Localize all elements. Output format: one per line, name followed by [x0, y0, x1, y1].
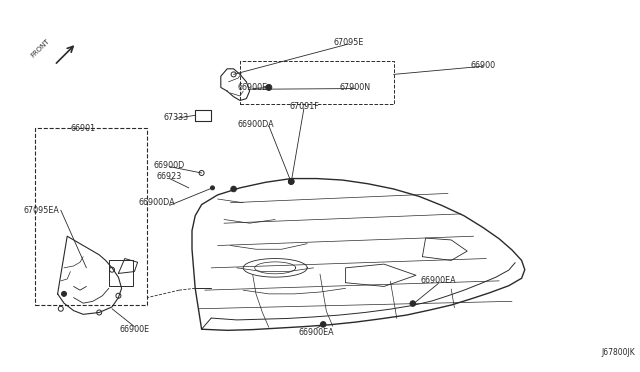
Text: 67091F: 67091F	[289, 102, 319, 110]
Text: 66900E: 66900E	[119, 325, 150, 334]
Bar	[35, 128, 147, 305]
Circle shape	[289, 179, 294, 185]
Text: 67333: 67333	[163, 113, 189, 122]
Circle shape	[231, 186, 236, 192]
Text: 66901: 66901	[70, 124, 96, 133]
Text: 66923: 66923	[157, 172, 182, 181]
Circle shape	[61, 291, 67, 296]
Text: 66900DA: 66900DA	[237, 120, 275, 129]
Text: 66900D: 66900D	[154, 161, 185, 170]
Text: 67095EA: 67095EA	[24, 206, 60, 215]
Circle shape	[410, 301, 415, 307]
Text: 66900E: 66900E	[237, 83, 268, 92]
Text: J67800JK: J67800JK	[601, 348, 635, 357]
Circle shape	[321, 321, 326, 327]
Circle shape	[211, 186, 214, 190]
Text: 66900DA: 66900DA	[138, 198, 175, 207]
Text: FRONT: FRONT	[29, 38, 51, 59]
Circle shape	[289, 179, 294, 185]
Text: 66900EA: 66900EA	[420, 276, 456, 285]
Text: 66900EA: 66900EA	[299, 328, 335, 337]
Text: 66900: 66900	[470, 61, 496, 70]
Circle shape	[266, 84, 272, 90]
Text: 67900N: 67900N	[340, 83, 371, 92]
Text: 67095E: 67095E	[333, 38, 364, 47]
Bar	[109, 260, 133, 286]
Bar	[240, 61, 394, 104]
